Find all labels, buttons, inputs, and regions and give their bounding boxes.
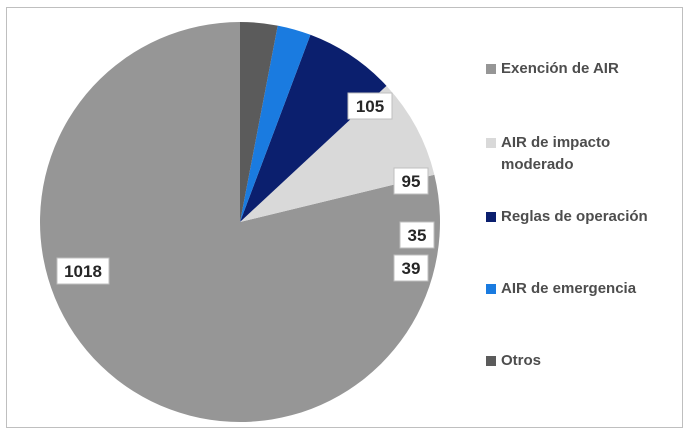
data-label-value-3: 35: [408, 226, 427, 245]
legend-item-impacto-moderado: AIR de impacto moderado: [486, 132, 651, 176]
data-label-value-0: 1018: [64, 262, 102, 281]
legend-label-emergencia: AIR de emergencia: [501, 280, 637, 297]
legend-item-exencion: Exención de AIR: [486, 58, 679, 80]
pie-slice-4: [240, 22, 278, 222]
pie-slice-1: [240, 85, 435, 222]
legend-label-exencion: Exención de AIR: [501, 60, 619, 77]
data-label-4: 39: [393, 254, 429, 282]
data-label-0: 1018: [56, 257, 110, 285]
data-label-2: 95: [393, 167, 429, 195]
legend-swatch-exencion: [486, 64, 496, 74]
pie-slice-3: [240, 25, 311, 222]
legend-swatch-reglas-operacion: [486, 212, 496, 222]
legend-item-otros: Otros: [486, 350, 679, 372]
legend-label-impacto-moderado: AIR de impacto moderado: [501, 134, 611, 173]
legend-label-reglas-operacion: Reglas de operación: [501, 208, 648, 225]
data-label-value-4: 39: [402, 259, 421, 278]
pie-slice-2: [240, 34, 387, 222]
data-label-3: 35: [399, 221, 435, 249]
data-label-value-2: 95: [402, 172, 421, 191]
pie-slice-0: [39, 22, 440, 422]
legend-item-emergencia: AIR de emergencia: [486, 278, 679, 300]
legend-swatch-otros: [486, 356, 496, 366]
data-label-value-1: 105: [356, 97, 384, 116]
legend-item-reglas-operacion: Reglas de operación: [486, 206, 679, 228]
legend-label-otros: Otros: [501, 352, 542, 369]
legend-swatch-impacto-moderado: [486, 138, 496, 148]
legend-swatch-emergencia: [486, 284, 496, 294]
data-label-1: 105: [347, 92, 393, 120]
